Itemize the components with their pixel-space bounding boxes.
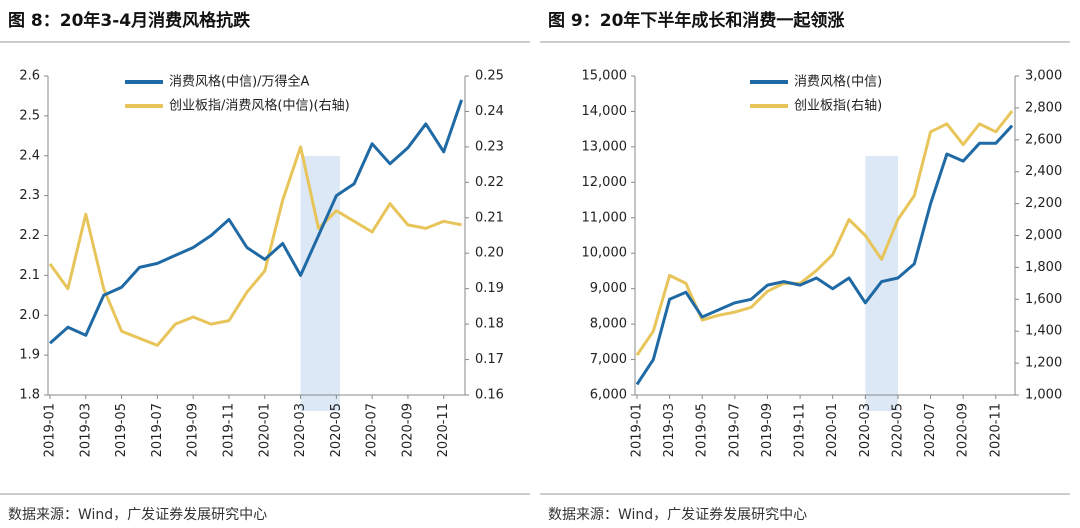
- y2-tick-label: 2,000: [1025, 228, 1062, 243]
- x-tick-label: 2019-07: [150, 403, 165, 457]
- x-tick-label: 2020-03: [858, 403, 873, 457]
- y2-tick-label: 0.19: [475, 281, 504, 296]
- x-tick-label: 2020-07: [365, 403, 380, 457]
- y2-tick-label: 0.20: [475, 246, 504, 261]
- y-tick-label: 12,000: [582, 175, 628, 190]
- y-tick-label: 2.5: [19, 108, 40, 123]
- series-line: [635, 110, 1014, 356]
- y-tick-label: 2.1: [19, 268, 40, 283]
- x-tick-label: 2019-09: [760, 403, 775, 457]
- x-tick-label: 2019-05: [114, 403, 129, 457]
- x-tick-label: 2019-07: [727, 403, 742, 457]
- y-tick-label: 11,000: [582, 210, 628, 225]
- chart-title: 图 8：20年3-4月消费风格抗跌: [8, 10, 251, 31]
- x-tick-label: 2019-09: [186, 403, 201, 457]
- x-tick-label: 2020-01: [257, 403, 272, 457]
- y2-tick-label: 1,000: [1025, 388, 1062, 403]
- y2-tick-label: 1,400: [1025, 324, 1062, 339]
- y2-tick-label: 0.18: [475, 317, 504, 332]
- chart-title: 图 9：20年下半年成长和消费一起领涨: [548, 10, 844, 31]
- source: 数据来源：Wind，广发证券发展研究中心: [8, 507, 267, 523]
- x-tick-label: 2020-11: [436, 403, 451, 457]
- legend-label: 创业板指/消费风格(中信)(右轴): [169, 98, 350, 114]
- series-line: [49, 99, 464, 345]
- x-tick-label: 2020-07: [923, 403, 938, 457]
- y-tick-label: 8,000: [590, 317, 627, 332]
- legend-label: 消费风格(中信)/万得全A: [169, 74, 310, 90]
- x-tick-label: 2020-01: [825, 403, 840, 457]
- y2-tick-label: 0.21: [475, 210, 504, 225]
- y2-tick-label: 1,200: [1025, 356, 1062, 371]
- x-tick-label: 2020-05: [890, 403, 905, 457]
- legend-label: 消费风格(中信): [794, 74, 882, 90]
- series-line: [48, 145, 462, 347]
- y-tick-label: 15,000: [582, 69, 628, 84]
- y-tick-label: 2.3: [19, 188, 40, 203]
- y-tick-label: 1.8: [19, 388, 40, 403]
- legend-label: 创业板指(右轴): [794, 99, 882, 114]
- x-tick-label: 2019-01: [630, 403, 645, 457]
- y2-tick-label: 0.22: [475, 175, 504, 190]
- x-tick-label: 2019-03: [662, 403, 677, 457]
- y2-tick-label: 0.17: [475, 352, 504, 367]
- y2-tick-label: 1,600: [1025, 292, 1062, 307]
- y-tick-label: 7,000: [590, 352, 627, 367]
- y-tick-label: 1.9: [19, 348, 40, 363]
- y-tick-label: 2.2: [19, 228, 40, 243]
- y2-tick-label: 2,600: [1025, 132, 1062, 147]
- y-tick-label: 2.0: [19, 308, 40, 323]
- y-tick-label: 13,000: [582, 139, 628, 154]
- y-tick-label: 10,000: [582, 246, 628, 261]
- x-tick-label: 2019-05: [695, 403, 710, 457]
- y2-tick-label: 0.25: [475, 69, 504, 84]
- y2-tick-label: 0.16: [475, 388, 504, 403]
- x-tick-label: 2019-03: [78, 403, 93, 457]
- y2-tick-label: 0.23: [475, 139, 504, 154]
- y-tick-label: 6,000: [590, 388, 627, 403]
- y-tick-label: 14,000: [582, 104, 628, 119]
- y-tick-label: 2.6: [19, 69, 40, 84]
- y2-tick-label: 0.24: [475, 104, 504, 119]
- x-tick-label: 2019-11: [793, 403, 808, 457]
- x-tick-label: 2020-11: [988, 403, 1003, 457]
- x-tick-label: 2020-05: [329, 403, 344, 457]
- y2-tick-label: 1,800: [1025, 260, 1062, 275]
- x-tick-label: 2019-11: [221, 403, 236, 457]
- series-line: [635, 124, 1014, 386]
- x-tick-label: 2020-09: [956, 403, 971, 457]
- y-tick-label: 2.4: [19, 148, 40, 163]
- y2-tick-label: 2,800: [1025, 100, 1062, 115]
- y-tick-label: 9,000: [590, 281, 627, 296]
- highlight-band: [300, 156, 340, 411]
- x-tick-label: 2020-09: [400, 403, 415, 457]
- y2-tick-label: 3,000: [1025, 69, 1062, 84]
- y2-tick-label: 2,400: [1025, 164, 1062, 179]
- source: 数据来源：Wind，广发证券发展研究中心: [548, 507, 807, 523]
- x-tick-label: 2019-01: [43, 403, 58, 457]
- x-tick-label: 2020-03: [293, 403, 308, 457]
- y2-tick-label: 2,200: [1025, 196, 1062, 211]
